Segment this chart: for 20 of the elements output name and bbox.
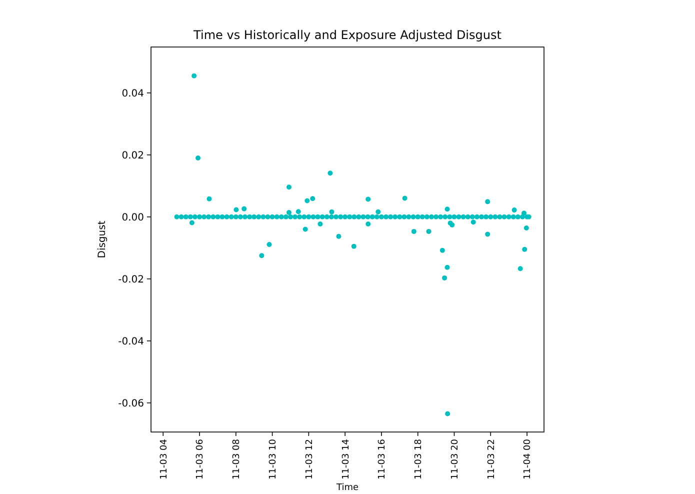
y-tick-label: -0.02 [118,274,144,286]
x-tick-label: 11-03 16 [378,438,388,480]
x-tick-label: 11-03 20 [450,438,460,480]
x-tick-label: 11-03 22 [486,439,497,480]
y-axis-title: Disgust [97,220,108,258]
y-tick-label: -0.04 [118,336,144,348]
x-tick-label: 11-03 08 [232,438,242,480]
y-tick-label: -0.06 [118,398,144,410]
y-tick-label: 0.02 [122,150,144,162]
x-tick-label: 11-03 14 [341,438,352,480]
x-tick-label: 11-03 06 [196,438,206,480]
x-tick-label: 11-03 18 [414,438,424,480]
x-tick-label: 11-03 12 [304,439,315,480]
x-axis-title: Time [335,483,359,493]
x-tick-label: 11-03 04 [159,438,170,480]
x-tick-label: 11-03 10 [268,438,278,480]
x-tick-label: 11-04 00 [523,438,534,480]
chart-title: Time vs Historically and Exposure Adjusted Disgust [192,28,502,42]
y-tick-label: 0.00 [122,212,144,224]
y-tick-label: 0.04 [122,88,144,100]
